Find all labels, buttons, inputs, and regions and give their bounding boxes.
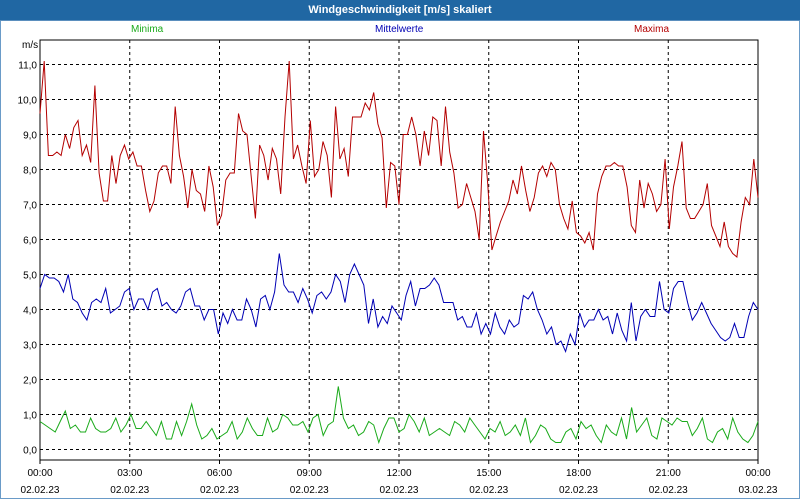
y-tick-label: 5,0 xyxy=(23,271,37,282)
series-line-minima xyxy=(39,386,759,445)
y-axis-unit: m/s xyxy=(22,40,39,51)
x-tick-time: 03:00 xyxy=(117,468,142,479)
x-tick-time: 15:00 xyxy=(476,468,501,479)
x-tick-time: 06:00 xyxy=(207,468,232,479)
x-tick-time: 12:00 xyxy=(386,468,411,479)
x-tick-date: 02.02.23 xyxy=(200,485,239,496)
legend-mittelwerte: Mittelwerte xyxy=(375,24,424,35)
y-tick-label: 4,0 xyxy=(23,306,37,317)
x-tick-date: 02.02.23 xyxy=(290,485,329,496)
legend-minima: Minima xyxy=(131,24,164,35)
y-tick-label: 9,0 xyxy=(23,131,37,142)
series-line-maxima xyxy=(39,60,759,258)
series-line-mittelwerte xyxy=(39,253,759,353)
x-tick-date: 02.02.23 xyxy=(380,485,419,496)
y-tick-label: 10,0 xyxy=(18,96,38,107)
y-tick-label: 2,0 xyxy=(23,376,37,387)
chart-title: Windgeschwindigkeit [m/s] skaliert xyxy=(0,0,800,21)
x-tick-time: 00:00 xyxy=(745,468,770,479)
x-tick-date: 02.02.23 xyxy=(110,485,149,496)
x-tick-date: 02.02.23 xyxy=(649,485,688,496)
legend-maxima: Maxima xyxy=(634,24,670,35)
y-tick-label: 11,0 xyxy=(18,61,37,72)
y-tick-label: 0,0 xyxy=(23,446,37,457)
y-tick-label: 3,0 xyxy=(23,341,37,352)
y-tick-label: 7,0 xyxy=(23,201,37,212)
x-tick-time: 09:00 xyxy=(297,468,322,479)
y-tick-label: 8,0 xyxy=(23,166,37,177)
x-tick-time: 00:00 xyxy=(27,468,52,479)
y-tick-label: 1,0 xyxy=(23,411,37,422)
x-tick-date: 02.02.23 xyxy=(469,485,508,496)
x-tick-date: 03.02.23 xyxy=(739,485,778,496)
y-tick-label: 6,0 xyxy=(23,236,37,247)
x-tick-date: 02.02.23 xyxy=(559,485,598,496)
x-tick-date: 02.02.23 xyxy=(21,485,60,496)
x-tick-time: 21:00 xyxy=(656,468,681,479)
x-tick-time: 18:00 xyxy=(566,468,591,479)
